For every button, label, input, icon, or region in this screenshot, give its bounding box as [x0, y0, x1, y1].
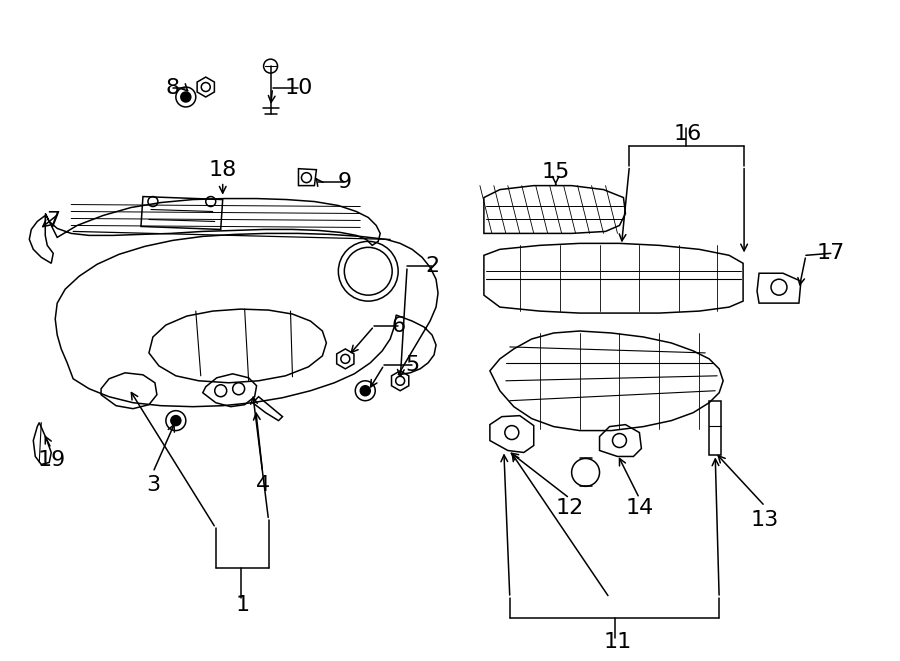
Text: 16: 16 — [673, 124, 701, 144]
Text: 3: 3 — [146, 475, 160, 495]
Text: 13: 13 — [751, 510, 779, 530]
Text: 6: 6 — [392, 316, 405, 336]
Text: 18: 18 — [209, 160, 237, 180]
Text: 4: 4 — [256, 475, 270, 495]
Circle shape — [181, 92, 191, 102]
Circle shape — [360, 386, 370, 396]
Text: 1: 1 — [236, 595, 249, 615]
Text: 14: 14 — [626, 498, 653, 518]
Text: 11: 11 — [603, 632, 632, 652]
Text: 8: 8 — [166, 78, 180, 98]
Text: 2: 2 — [425, 256, 439, 276]
Text: 9: 9 — [338, 172, 351, 192]
Text: 17: 17 — [816, 243, 845, 263]
Text: 5: 5 — [405, 355, 419, 375]
Text: 15: 15 — [542, 162, 570, 182]
Circle shape — [171, 416, 181, 426]
Text: 19: 19 — [37, 450, 66, 471]
Text: 12: 12 — [555, 498, 584, 518]
Text: 7: 7 — [46, 212, 60, 231]
Text: 10: 10 — [284, 78, 312, 98]
